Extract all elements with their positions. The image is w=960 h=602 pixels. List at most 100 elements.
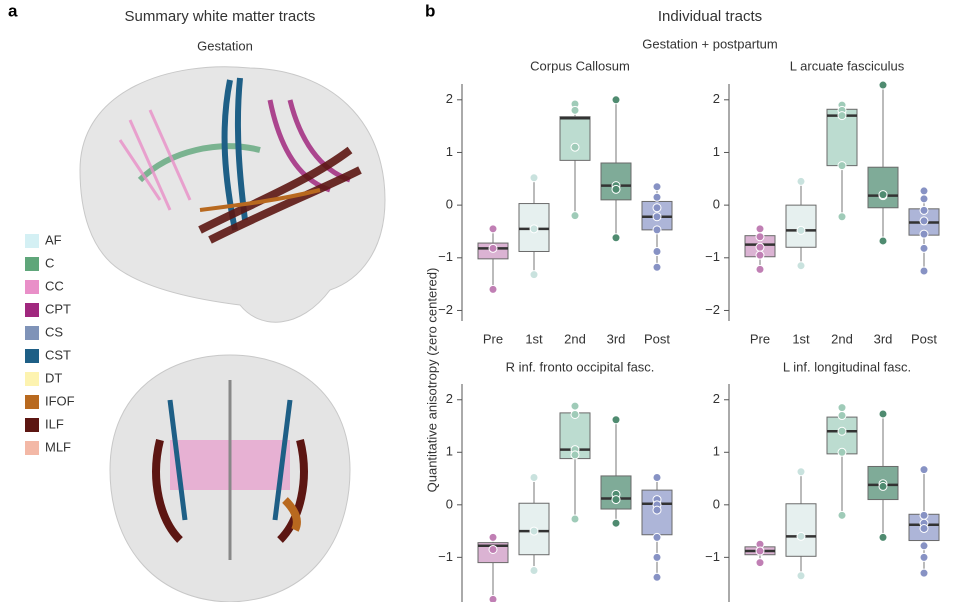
y-tick-label: −1 <box>438 549 453 564</box>
data-point <box>652 473 662 483</box>
data-point <box>796 176 806 186</box>
y-tick-label: 1 <box>446 444 453 459</box>
data-point <box>919 186 929 196</box>
legend-swatch <box>25 395 39 409</box>
panel-title: Individual tracts <box>658 8 762 25</box>
data-point <box>652 203 662 213</box>
data-point <box>652 572 662 582</box>
data-point <box>488 224 498 234</box>
data-point <box>529 526 539 536</box>
legend-swatch <box>25 280 39 294</box>
data-point <box>488 532 498 542</box>
legend-label: IFOF <box>45 393 75 408</box>
data-point <box>652 182 662 192</box>
data-point <box>570 105 580 115</box>
data-point <box>652 505 662 515</box>
data-point <box>755 232 765 242</box>
y-tick-label: 1 <box>446 144 453 159</box>
y-axis-label: Quantitative anisotropy (zero centered) <box>424 268 439 493</box>
y-tick-label: 1 <box>713 144 720 159</box>
data-point <box>919 243 929 253</box>
y-tick-label: −1 <box>705 249 720 264</box>
data-point <box>919 216 929 226</box>
data-point <box>919 541 929 551</box>
brain-lateral <box>79 66 386 323</box>
data-point <box>919 568 929 578</box>
data-point <box>652 532 662 542</box>
data-point <box>755 224 765 234</box>
legend-label: CST <box>45 347 71 362</box>
data-point <box>529 473 539 483</box>
data-point <box>919 552 929 562</box>
x-tick-label: 3rd <box>607 331 626 346</box>
panel-subtitle: Gestation + postpartum <box>642 36 778 51</box>
data-point <box>652 246 662 256</box>
data-point <box>919 194 929 204</box>
data-point <box>570 450 580 460</box>
x-tick-label: 1st <box>525 331 543 346</box>
data-point <box>570 514 580 524</box>
data-point <box>529 270 539 280</box>
data-point <box>837 161 847 171</box>
data-point <box>488 594 498 602</box>
data-point <box>837 403 847 413</box>
data-point <box>919 229 929 239</box>
panel-subtitle: Gestation <box>197 38 253 53</box>
brain-coronal <box>109 354 351 602</box>
data-point <box>878 236 888 246</box>
x-tick-label: 1st <box>792 331 810 346</box>
legend-swatch <box>25 372 39 386</box>
data-point <box>837 111 847 121</box>
x-tick-label: Post <box>911 331 937 346</box>
data-point <box>611 415 621 425</box>
data-point <box>755 546 765 556</box>
data-point <box>611 495 621 505</box>
data-point <box>919 465 929 475</box>
data-point <box>611 233 621 243</box>
data-point <box>611 95 621 105</box>
legend-label: CS <box>45 324 63 339</box>
legend-label: MLF <box>45 439 71 454</box>
x-tick-label: Pre <box>750 331 770 346</box>
data-point <box>755 250 765 260</box>
legend-swatch <box>25 326 39 340</box>
data-point <box>796 467 806 477</box>
legend-swatch <box>25 418 39 432</box>
x-tick-label: Post <box>644 331 670 346</box>
y-tick-label: 2 <box>713 391 720 406</box>
data-point <box>796 261 806 271</box>
y-tick-label: −2 <box>438 302 453 317</box>
data-point <box>919 205 929 215</box>
data-point <box>570 142 580 152</box>
data-point <box>755 558 765 568</box>
data-point <box>837 510 847 520</box>
y-tick-label: 1 <box>713 444 720 459</box>
data-point <box>919 510 929 520</box>
data-point <box>652 552 662 562</box>
data-point <box>652 262 662 272</box>
y-tick-label: 2 <box>713 91 720 106</box>
data-point <box>611 184 621 194</box>
data-point <box>652 192 662 202</box>
legend-swatch <box>25 257 39 271</box>
data-point <box>878 190 888 200</box>
data-point <box>796 571 806 581</box>
data-point <box>529 224 539 234</box>
data-point <box>878 409 888 419</box>
data-point <box>837 447 847 457</box>
data-point <box>878 80 888 90</box>
panel-label: a <box>8 1 18 20</box>
y-tick-label: 0 <box>713 197 720 212</box>
legend-swatch <box>25 234 39 248</box>
data-point <box>570 401 580 411</box>
legend-label: AF <box>45 232 62 247</box>
legend-label: C <box>45 255 54 270</box>
chart-title: L arcuate fasciculus <box>790 58 905 73</box>
y-tick-label: 0 <box>713 496 720 511</box>
data-point <box>488 243 498 253</box>
data-point <box>796 225 806 235</box>
data-point <box>611 518 621 528</box>
box <box>867 166 899 209</box>
